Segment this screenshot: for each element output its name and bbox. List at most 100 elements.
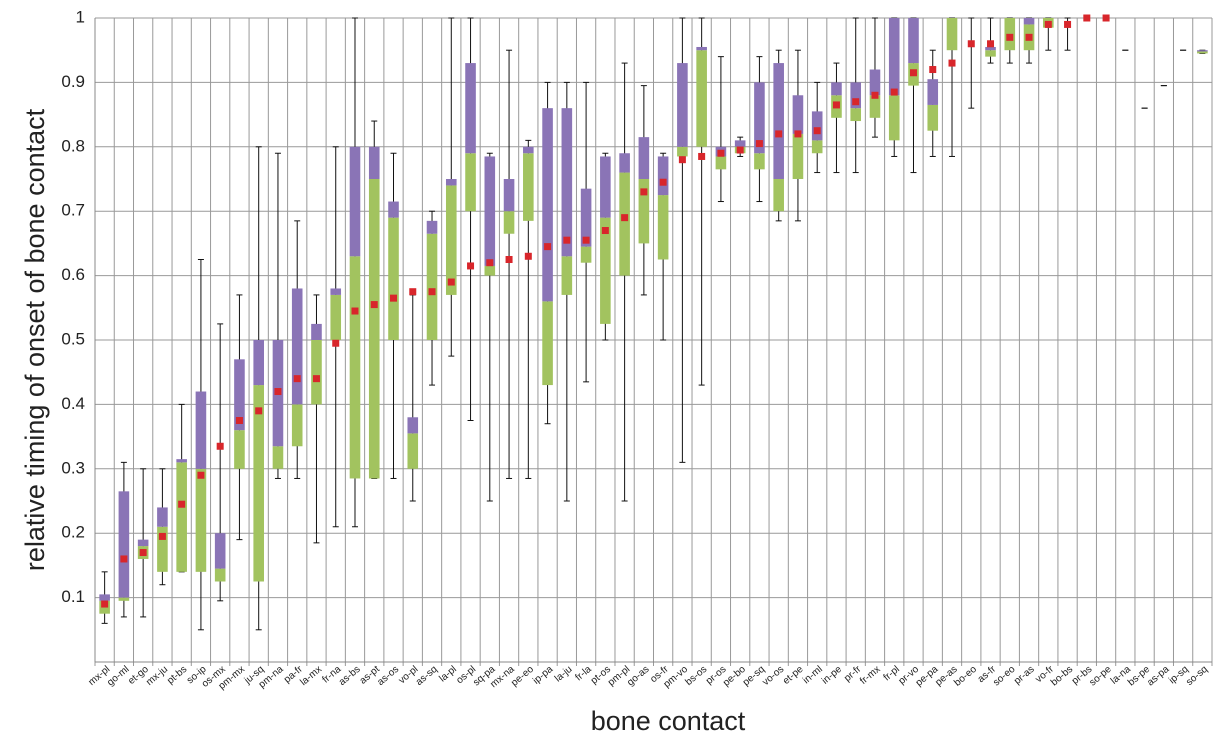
box-lower xyxy=(195,468,207,572)
x-tick-label: la-mx xyxy=(298,664,324,688)
mean-marker xyxy=(678,156,686,164)
box-upper xyxy=(388,201,399,218)
box-upper xyxy=(311,323,322,340)
mean-marker xyxy=(235,417,243,424)
box-upper xyxy=(985,46,996,51)
box-lower xyxy=(214,568,226,582)
box-lower xyxy=(715,156,727,170)
box-lower xyxy=(253,385,264,582)
mean-marker xyxy=(158,532,166,540)
box-upper xyxy=(677,63,688,147)
y-axis-title: relative timing of onset of bone contact xyxy=(20,108,50,571)
x-tick-label: as-bs xyxy=(337,664,363,688)
box-lower xyxy=(445,185,457,295)
box-lower xyxy=(368,179,380,479)
mean-marker xyxy=(755,140,763,148)
mean-marker xyxy=(909,69,917,77)
mean-marker xyxy=(871,91,879,99)
y-tick-label: 0.6 xyxy=(61,265,85,284)
box-lower xyxy=(272,446,284,469)
box-upper xyxy=(234,359,245,431)
box-upper xyxy=(657,156,669,196)
x-tick-label: fr-mx xyxy=(858,664,883,687)
y-tick-label: 0.3 xyxy=(61,458,85,477)
mean-marker xyxy=(524,252,532,260)
box-upper xyxy=(407,417,419,434)
box-lower xyxy=(869,95,881,118)
mean-marker xyxy=(582,236,590,244)
box-lower xyxy=(176,462,187,572)
box-lower xyxy=(1197,51,1208,54)
box-lower xyxy=(888,95,900,141)
mean-marker xyxy=(563,236,571,244)
box-upper xyxy=(542,108,553,302)
mean-marker xyxy=(794,130,802,138)
box-lower xyxy=(465,153,476,212)
box-upper xyxy=(291,288,303,405)
mean-marker xyxy=(1025,33,1033,41)
mean-marker xyxy=(293,375,301,383)
mean-marker xyxy=(467,262,475,270)
box-lower xyxy=(600,217,611,324)
mean-marker xyxy=(987,40,995,48)
box-upper xyxy=(1023,18,1035,25)
box-upper xyxy=(580,188,592,247)
box-upper xyxy=(503,179,515,212)
box-lower xyxy=(118,597,130,601)
mean-marker xyxy=(948,59,956,67)
box-upper xyxy=(118,491,130,598)
y-tick-label: 0.8 xyxy=(61,136,85,155)
mean-marker xyxy=(659,178,667,186)
box-upper xyxy=(330,288,342,295)
box-upper xyxy=(426,220,438,234)
box-lower xyxy=(811,140,823,154)
mean-marker xyxy=(505,256,513,263)
box-lower xyxy=(330,294,342,340)
mean-marker xyxy=(139,549,147,557)
x-tick-label: in-ml xyxy=(801,664,825,686)
box-upper xyxy=(214,533,226,569)
box-upper xyxy=(696,46,707,51)
box-lower xyxy=(619,172,630,276)
mean-marker xyxy=(312,375,320,383)
box-lower xyxy=(157,526,168,572)
box-upper xyxy=(831,82,842,96)
x-tick-label: vo-os xyxy=(761,664,787,688)
mean-marker xyxy=(409,288,417,296)
y-tick-label: 0.7 xyxy=(61,201,85,220)
x-tick-label: as-sq xyxy=(414,664,440,688)
box-lower xyxy=(773,179,784,212)
mean-marker xyxy=(447,278,455,286)
box-upper xyxy=(850,82,862,109)
box-upper xyxy=(888,18,900,96)
box-lower xyxy=(311,340,322,405)
x-tick-label: la-pl xyxy=(437,664,459,685)
box-upper xyxy=(253,340,264,386)
x-tick-label: so-sq xyxy=(1184,664,1210,688)
box-lower xyxy=(850,108,862,122)
box-upper xyxy=(561,108,573,257)
box-lower xyxy=(580,246,592,263)
mean-marker xyxy=(120,555,128,563)
mean-marker xyxy=(216,442,224,450)
x-tick-label: bs-os xyxy=(683,664,709,688)
box-lower xyxy=(657,195,669,260)
box-lower xyxy=(677,146,688,157)
box-lower xyxy=(234,430,245,469)
box-lower xyxy=(946,18,958,51)
mean-marker xyxy=(832,101,840,109)
x-tick-label: pt-bs xyxy=(165,664,189,687)
box-upper xyxy=(523,146,534,154)
box-upper xyxy=(908,18,919,64)
x-axis-title: bone contact xyxy=(591,706,746,736)
box-upper xyxy=(99,594,110,601)
mean-marker xyxy=(1083,14,1091,22)
y-tick-label: 1 xyxy=(76,7,85,26)
box-upper xyxy=(368,146,380,179)
mean-marker xyxy=(967,40,975,48)
mean-marker xyxy=(390,294,398,302)
y-tick-label: 0.1 xyxy=(61,587,85,606)
mean-marker xyxy=(640,188,648,196)
x-tick-label: la-ju xyxy=(553,664,575,685)
